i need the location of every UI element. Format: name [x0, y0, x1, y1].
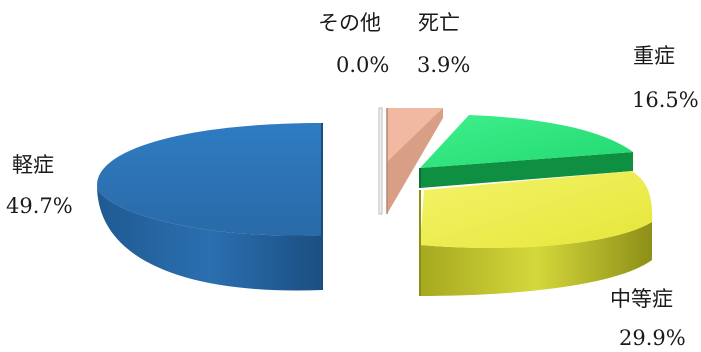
slice-sonota [378, 107, 383, 215]
slice-juushou-side [420, 152, 633, 188]
slice-keishou-side [97, 185, 322, 291]
label-shibou-name: 死亡 [418, 11, 460, 35]
label-shibou-value: 3.9% [417, 53, 470, 77]
label-keishou-name: 軽症 [12, 153, 54, 177]
slice-sonota-shape [378, 107, 383, 215]
label-juushou-value: 16.5% [632, 88, 699, 112]
label-chuutoushou-name: 中等症 [610, 287, 673, 311]
slice-chuutoushou-side [420, 222, 652, 296]
slice-shibou [386, 108, 443, 214]
label-sonota-name: その他 [318, 11, 381, 35]
slice-chuutoushou-top [420, 171, 653, 248]
slice-chuutoushou [419, 171, 653, 296]
label-juushou-name: 重症 [633, 44, 675, 68]
slice-shibou-top [387, 108, 443, 162]
label-keishou-value: 49.7% [6, 194, 73, 218]
slice-juushou [419, 115, 633, 188]
slice-keishou [97, 123, 323, 291]
label-chuutoushou-value: 29.9% [619, 326, 686, 350]
label-sonota-value: 0.0% [336, 53, 389, 77]
slice-juushou-top [420, 115, 633, 168]
slice-keishou-top [97, 123, 322, 236]
